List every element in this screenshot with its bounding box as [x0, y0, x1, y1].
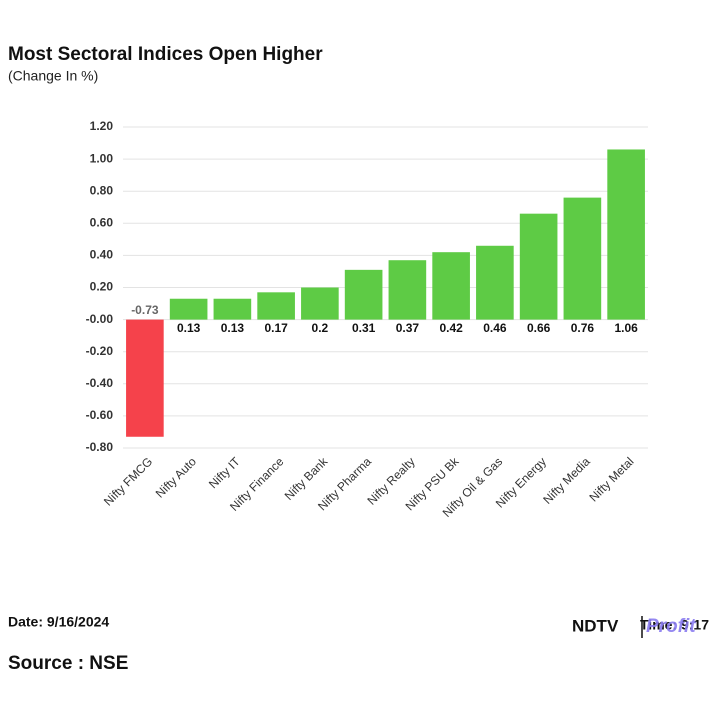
- value-label: 1.06: [614, 321, 638, 335]
- logo-ndtv: NDTV: [572, 616, 619, 635]
- bar: [563, 197, 602, 320]
- y-tick-label: -0.00: [86, 312, 114, 326]
- bar: [519, 213, 558, 320]
- y-tick-label: 0.20: [90, 280, 114, 294]
- value-label: 0.66: [527, 321, 551, 335]
- bar: [607, 149, 645, 320]
- value-label: -0.73: [131, 303, 159, 317]
- date: Date: 9/16/2024: [8, 614, 109, 630]
- bar: [213, 298, 252, 320]
- chart-title: Most Sectoral Indices Open Higher: [8, 44, 323, 65]
- value-label: 0.42: [439, 321, 463, 335]
- x-tick-label: Nifty Auto: [153, 454, 199, 500]
- bar: [344, 269, 383, 320]
- y-tick-label: 0.60: [90, 215, 114, 229]
- y-tick-label: -0.60: [86, 408, 114, 422]
- x-tick-label: Nifty FMCG: [101, 454, 155, 508]
- bar: [257, 292, 295, 320]
- value-label: 0.46: [483, 321, 507, 335]
- bar: [126, 319, 164, 437]
- x-tick-label: Nifty Metal: [587, 454, 637, 504]
- value-label: 0.13: [221, 321, 245, 335]
- bar: [388, 260, 427, 320]
- value-label: 0.17: [264, 321, 288, 335]
- bar: [169, 298, 208, 320]
- y-tick-label: -0.40: [86, 376, 114, 390]
- chart-subtitle: (Change In %): [8, 68, 98, 84]
- bar: [301, 287, 339, 320]
- value-label: 0.13: [177, 321, 201, 335]
- x-tick-label: Nifty Media: [540, 454, 593, 507]
- bar: [432, 252, 470, 320]
- bar: [476, 245, 514, 320]
- y-tick-label: 1.00: [90, 151, 114, 165]
- value-label: 0.2: [312, 321, 329, 335]
- y-tick-label: 1.20: [90, 119, 114, 133]
- source: Source : NSE: [8, 653, 128, 674]
- x-tick-label: Nifty IT: [206, 454, 243, 491]
- y-tick-label: 0.80: [90, 183, 114, 197]
- value-label: 0.37: [396, 321, 420, 335]
- y-tick-label: 0.40: [90, 248, 114, 262]
- y-tick-label: -0.20: [86, 344, 114, 358]
- time: Time: 9:17: [640, 617, 709, 633]
- y-tick-label: -0.80: [86, 440, 114, 454]
- value-label: 0.76: [571, 321, 595, 335]
- value-label: 0.31: [352, 321, 376, 335]
- logo-profit: Profit: [646, 616, 696, 637]
